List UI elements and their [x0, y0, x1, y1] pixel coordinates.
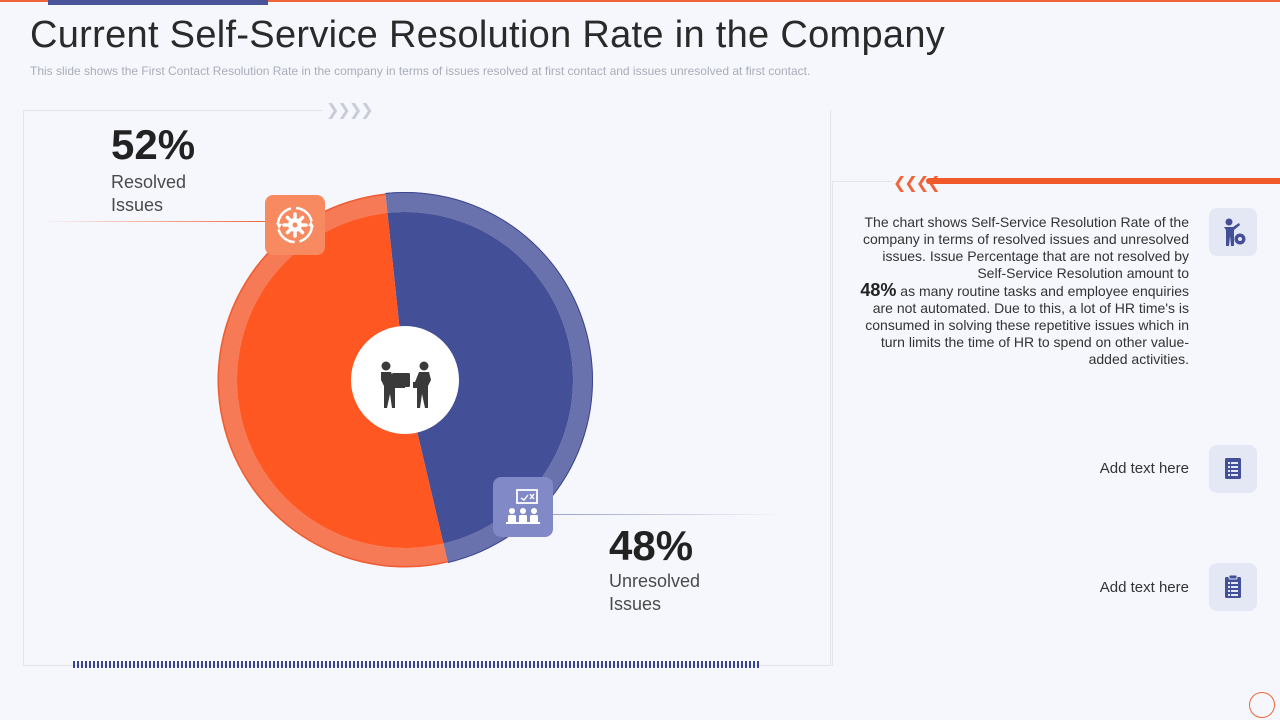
- side-item-icon-box-2: [1209, 563, 1257, 611]
- unresolved-leader-line: [552, 514, 782, 515]
- description-icon-box: [1209, 208, 1257, 256]
- description-part2: as many routine tasks and employee enqui…: [865, 283, 1189, 367]
- document-icon: [1225, 458, 1241, 479]
- handover-icon: [381, 361, 431, 408]
- panel-top-border: [23, 110, 323, 111]
- side-item-text-1: Add text here: [1099, 460, 1189, 477]
- resolved-leader-line: [40, 221, 268, 222]
- panel-bottom-bar: [73, 661, 761, 668]
- person-gear-icon: [1224, 218, 1246, 246]
- chevrons-right-icon: ❯❯❯❯: [326, 102, 374, 119]
- page-subtitle: This slide shows the First Contact Resol…: [30, 64, 811, 78]
- resolved-percentage: 52%: [111, 121, 196, 168]
- unresolved-label-line1: Unresolved: [609, 571, 701, 591]
- top-accent-line: [0, 0, 1280, 2]
- gear-cycle-icon: [276, 206, 314, 244]
- resolved-icon-box: [265, 195, 325, 255]
- unresolved-label: Unresolved Issues: [609, 570, 729, 616]
- side-item-text-2: Add text here: [1099, 579, 1189, 596]
- pie-slice-unresolved: [387, 211, 574, 544]
- side-item-icon-box-1: [1209, 445, 1257, 493]
- resolved-label-line1: Resolved: [111, 172, 187, 192]
- unresolved-label-line2: Issues: [609, 594, 662, 614]
- pie-slice-resolved: [237, 212, 444, 548]
- resolved-label-line2: Issues: [111, 195, 164, 215]
- resolved-label: Resolved Issues: [111, 171, 231, 217]
- unresolved-icon-box: [493, 477, 553, 537]
- page-title: Current Self-Service Resolution Rate in …: [30, 14, 946, 56]
- description-highlight: 48%: [860, 280, 897, 300]
- right-panel-top-border: [832, 181, 892, 182]
- team-presentation-icon: [506, 489, 540, 524]
- description-text: The chart shows Self-Service Resolution …: [858, 214, 1189, 368]
- clipboard-icon: [1225, 574, 1241, 598]
- right-panel-left-border: [832, 181, 833, 666]
- unresolved-percentage: 48%: [609, 522, 694, 569]
- right-accent-bar: [926, 178, 1280, 184]
- description-part1: The chart shows Self-Service Resolution …: [862, 214, 1189, 281]
- corner-circle-decoration: [1249, 692, 1275, 718]
- top-accent-tab: [48, 0, 268, 5]
